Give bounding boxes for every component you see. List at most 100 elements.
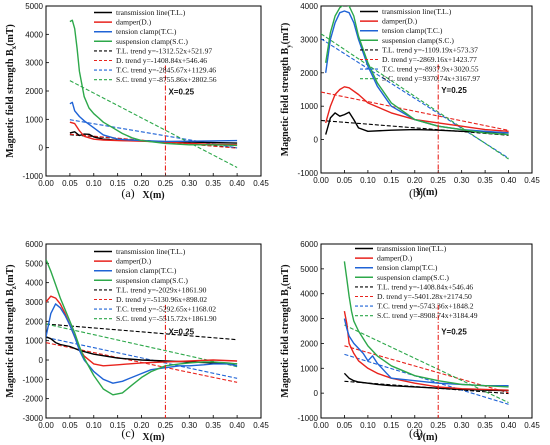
legend-label: transmission line(T.L.) — [116, 8, 186, 17]
y-tick-label: 6000 — [25, 240, 43, 249]
trend-line — [321, 119, 509, 136]
x-tick-label: 0.25 — [158, 421, 174, 430]
x-tick-label: 0.45 — [524, 176, 540, 185]
y-tick-label: 3000 — [25, 59, 43, 68]
x-tick-label: 0.30 — [454, 176, 470, 185]
series-line — [46, 303, 238, 384]
legend-label: D. trend y=-5130.96x+898.02 — [116, 295, 207, 304]
marker-label: X=0.25 — [168, 87, 194, 96]
x-tick-label: 0.45 — [253, 179, 269, 188]
y-axis-label-main: Magnetic field strength B — [280, 289, 291, 398]
legend-label: damper(D.) — [382, 17, 418, 26]
y-tick-label: -1000 — [23, 172, 44, 181]
legend-label: transmission line(T.L.) — [382, 7, 452, 16]
x-tick-label: 0.10 — [86, 421, 102, 430]
y-tick-label: 2000 — [300, 69, 318, 78]
x-tick-label: 0.15 — [110, 179, 126, 188]
series-line — [46, 259, 238, 396]
x-tick-label: 0.40 — [501, 176, 517, 185]
y-tick-label: -1000 — [298, 414, 319, 423]
x-tick-label: 0.45 — [253, 421, 269, 430]
x-tick-label: 0.20 — [134, 179, 150, 188]
x-tick-label: 0.05 — [337, 421, 353, 430]
series-line — [325, 111, 509, 135]
x-tick-label: 0.20 — [407, 421, 423, 430]
y-tick-label: 0 — [314, 136, 319, 145]
series-line — [46, 336, 238, 365]
y-tick-label: 3000 — [25, 298, 43, 307]
legend-label: suspension clamp(S.C.) — [382, 36, 454, 45]
legend-label: T.L. trend y=-2029x+1861.90 — [116, 285, 207, 294]
marker-label: Y=0.25 — [441, 86, 467, 95]
panel-caption: (c) — [121, 426, 134, 440]
plot-area — [343, 261, 509, 405]
x-axis-label: Y(m) — [415, 432, 437, 443]
panel-caption: (d) — [409, 426, 423, 440]
legend-label: T.L. trend y=-1109.19x+573.37 — [382, 45, 478, 54]
y-tick-label: 0 — [39, 144, 44, 153]
y-tick-label: 4000 — [25, 279, 43, 288]
legend-label: S.C. trend y=-8755.86x+2802.56 — [116, 75, 217, 84]
y-tick-label: 3000 — [300, 35, 318, 44]
plot-frame — [320, 5, 533, 174]
trend-line — [344, 324, 509, 404]
chart-panel-2: 0.00 0.05 0.10 0.15 0.20 0.25 0.30 0.35 0.40 0.45… — [5, 240, 269, 443]
x-tick-label: 0.20 — [134, 421, 150, 430]
series-line — [69, 131, 238, 144]
panel-caption: (a) — [121, 186, 134, 200]
y-axis-label-sub: z — [285, 286, 293, 289]
x-tick-label: 0.25 — [430, 176, 446, 185]
y-tick-label: 1000 — [300, 364, 318, 373]
series-line — [343, 318, 509, 387]
legend-label: tension clamp(T.C.) — [377, 263, 438, 272]
x-tick-label: 0.25 — [158, 179, 174, 188]
marker-label: Y=0.25 — [441, 327, 467, 336]
y-axis-label-main: Magnetic field strength B — [5, 289, 16, 398]
x-tick-label: 0.00 — [38, 179, 54, 188]
y-tick-label: 3000 — [300, 315, 318, 324]
x-tick-label: 0.30 — [182, 179, 198, 188]
plot-frame — [320, 243, 533, 419]
legend-label: transmission line(T.L.) — [116, 247, 186, 256]
y-tick-label: 5000 — [300, 265, 318, 274]
y-tick-label: 4000 — [300, 290, 318, 299]
y-tick-label: 5000 — [25, 2, 43, 11]
y-axis-label: Magnetic field strength Bx(mT) — [5, 24, 18, 158]
y-tick-label: 4000 — [300, 2, 318, 11]
trend-line — [69, 133, 238, 149]
series-line — [325, 6, 509, 136]
legend-label: suspension clamp(S.C.) — [377, 273, 449, 282]
legend-label: suspension clamp(S.C.) — [116, 276, 188, 285]
y-tick-label: 1000 — [25, 337, 43, 346]
y-axis-label-sub: x — [10, 45, 18, 49]
legend-label: T.C. trend y=-2845.67x+1129.46 — [116, 66, 216, 75]
y-tick-label: 2000 — [25, 317, 43, 326]
trend-line — [46, 323, 238, 341]
y-tick-label: -2000 — [23, 395, 44, 404]
x-tick-label: 0.05 — [62, 179, 78, 188]
y-axis-label-sub: z — [10, 286, 18, 289]
y-tick-label: 2000 — [300, 339, 318, 348]
legend-label: S.C. trend y=9370.74x+3167.97 — [382, 74, 480, 83]
chart-panel-3: 0.00 0.05 0.10 0.15 0.20 0.25 0.30 0.35 0.40 0.45… — [280, 240, 540, 443]
x-tick-label: 0.40 — [229, 179, 245, 188]
x-tick-label: 0.30 — [454, 421, 470, 430]
x-tick-label: 0.40 — [229, 421, 245, 430]
marker-label: X=0.25 — [168, 327, 194, 336]
x-tick-label: 0.35 — [205, 421, 221, 430]
y-axis-label: Magnetic field strength Bz(mT) — [280, 264, 293, 397]
x-tick-label: 0.20 — [407, 176, 423, 185]
legend-label: T.L. trend y=-1408.84x+546.46 — [377, 282, 473, 291]
series-line — [325, 86, 509, 132]
plot-area — [46, 259, 238, 396]
trend-line — [321, 33, 509, 160]
legend-label: D. trend y=-1408.84x+546.46 — [116, 56, 207, 65]
legend-label: S.C. trend y=-5515.72x+1861.90 — [116, 314, 217, 323]
x-axis-label: X(m) — [142, 190, 164, 201]
plot-frame — [45, 243, 262, 419]
x-axis-label: Y(m) — [415, 187, 437, 198]
series-line — [343, 310, 509, 391]
plot-area — [69, 19, 238, 168]
legend-label: damper(D.) — [116, 18, 152, 27]
x-tick-label: 0.05 — [62, 421, 78, 430]
